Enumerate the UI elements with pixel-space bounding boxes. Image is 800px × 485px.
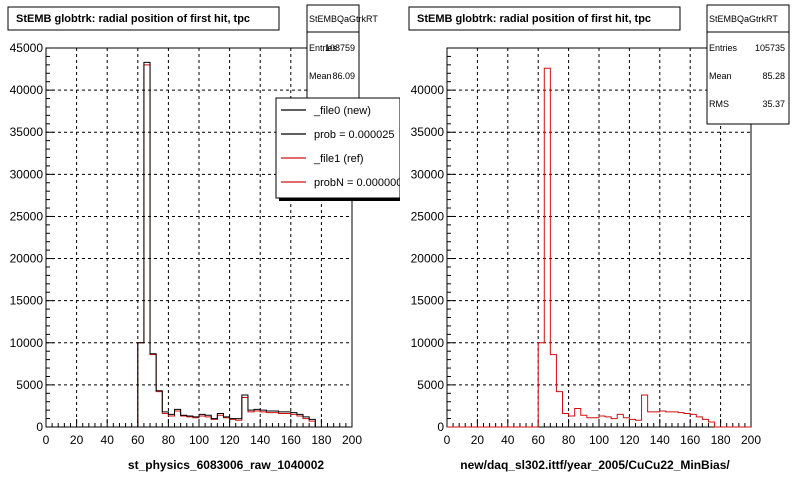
y-tick-label: 10000 [411, 336, 445, 350]
y-tick-label: 40000 [10, 83, 44, 97]
y-tick-label: 0 [36, 420, 43, 434]
stats-name: StEMBQaGtrkRT [709, 14, 778, 24]
y-tick-label: 35000 [10, 125, 44, 139]
y-tick-label: 35000 [411, 125, 445, 139]
legend-box [275, 97, 401, 199]
legend-entry: _file1 (ref) [313, 153, 364, 165]
x-tick-label: 160 [281, 433, 301, 447]
legend-entry: probN = 0.000000 [314, 177, 400, 189]
stats-value: 85.28 [762, 71, 785, 81]
x-tick-label: 20 [70, 433, 84, 447]
x-tick-label: 60 [532, 433, 546, 447]
x-tick-label: 180 [311, 433, 331, 447]
x-tick-label: 120 [619, 433, 639, 447]
chart-title: StEMB globtrk: radial position of first … [16, 13, 250, 25]
x-axis-label: new/daq_sl302.ittf/year_2005/CuCu22_MinB… [460, 458, 730, 472]
x-tick-label: 140 [250, 433, 270, 447]
y-tick-label: 30000 [411, 167, 445, 181]
y-tick-label: 5000 [16, 378, 43, 392]
x-tick-label: 60 [131, 433, 145, 447]
x-tick-label: 40 [101, 433, 115, 447]
y-tick-label: 5000 [417, 378, 444, 392]
stats-value: 35.37 [762, 99, 785, 109]
y-tick-label: 20000 [411, 252, 445, 266]
stats-label: Entries [309, 43, 338, 53]
stats-label: Mean [709, 71, 732, 81]
y-tick-label: 15000 [10, 294, 44, 308]
y-tick-label: 20000 [10, 252, 44, 266]
stats-value: 86.09 [332, 71, 355, 81]
x-tick-label: 80 [162, 433, 176, 447]
y-tick-label: 45000 [10, 41, 44, 55]
x-tick-label: 160 [680, 433, 700, 447]
right-histogram-chart: 0 20 40 60 80 100 120 140 160 180 200 0 5000 10000 150… [408, 4, 790, 472]
stats-value: 108759 [325, 43, 355, 53]
x-tick-label: 0 [444, 433, 451, 447]
y-tick-label: 30000 [10, 167, 44, 181]
y-tick-label: 25000 [411, 209, 445, 223]
x-tick-label: 0 [43, 433, 50, 447]
left-histogram-panel: 0 20 40 60 80 100 120 140 160 180 200 0 5000 10000 150… [0, 0, 403, 480]
legend-entry: prob = 0.000025 [314, 129, 394, 141]
stats-label: RMS [709, 99, 729, 109]
x-tick-label: 40 [501, 433, 515, 447]
x-tick-label: 200 [741, 433, 761, 447]
x-tick-label: 200 [342, 433, 362, 447]
x-axis-label: st_physics_6083006_raw_1040002 [128, 458, 324, 472]
x-tick-label: 180 [711, 433, 731, 447]
y-tick-label: 15000 [411, 294, 445, 308]
x-tick-label: 120 [220, 433, 240, 447]
left-histogram-chart: 0 20 40 60 80 100 120 140 160 180 200 0 5000 10000 150… [7, 4, 403, 472]
title-box [408, 6, 681, 31]
x-tick-label: 100 [589, 433, 609, 447]
title-box [7, 6, 280, 31]
y-tick-label: 25000 [10, 209, 44, 223]
plot-frame [446, 47, 752, 428]
stats-label: Mean [309, 71, 332, 81]
histogram-series-ref [447, 67, 751, 428]
x-tick-label: 80 [562, 433, 576, 447]
stats-box [706, 4, 790, 125]
histogram-series--file0-new- [46, 61, 352, 428]
x-tick-label: 100 [189, 433, 209, 447]
stats-value: 105735 [755, 43, 785, 53]
right-histogram-panel: 0 20 40 60 80 100 120 140 160 180 200 0 5000 10000 150… [400, 0, 800, 480]
y-tick-label: 40000 [411, 83, 445, 97]
y-tick-label: 0 [437, 420, 444, 434]
stats-name: StEMBQaGtrkRT [309, 14, 378, 24]
stats-label: Entries [709, 43, 738, 53]
x-tick-label: 140 [650, 433, 670, 447]
legend-entry: _file0 (new) [313, 105, 371, 117]
y-tick-label: 10000 [10, 336, 44, 350]
x-tick-label: 20 [471, 433, 485, 447]
chart-title: StEMB globtrk: radial position of first … [417, 13, 651, 25]
